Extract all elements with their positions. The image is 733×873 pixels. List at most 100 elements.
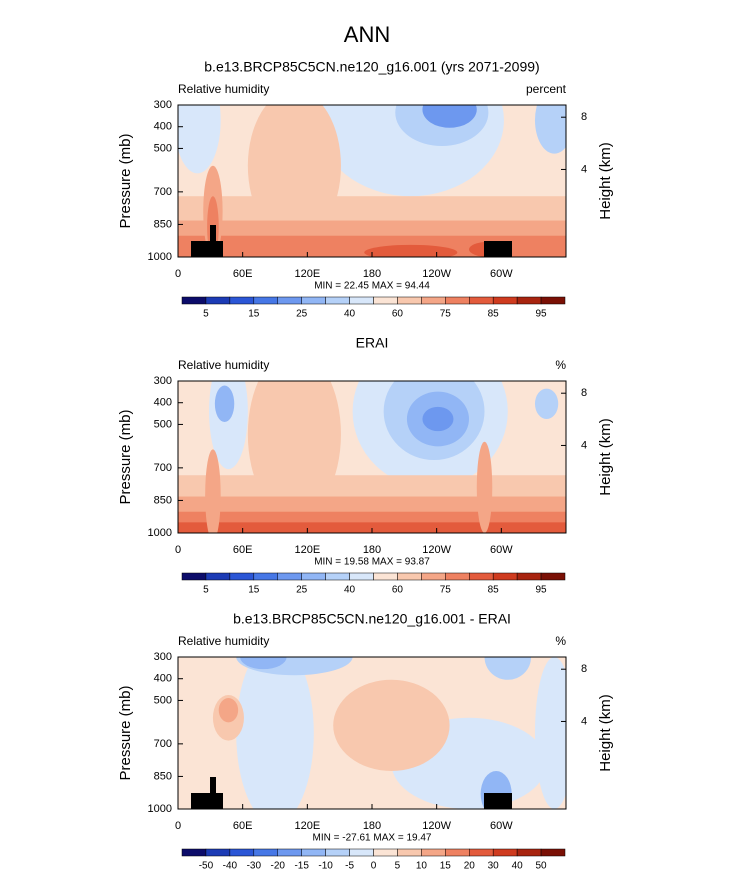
x-tick-label: 120E xyxy=(294,544,320,556)
colorbar-box xyxy=(373,572,398,581)
colorbar-box xyxy=(540,848,566,857)
contour-field xyxy=(178,105,566,257)
contour-fill xyxy=(178,522,566,533)
y-tick-label: 1000 xyxy=(148,251,172,263)
colorbar-label: 50 xyxy=(536,861,548,872)
colorbar-box xyxy=(492,848,518,857)
y2-axis-label: Height (km) xyxy=(597,418,614,496)
contour-fill xyxy=(214,385,235,423)
contour-field xyxy=(178,657,566,809)
contour-fill xyxy=(178,235,566,257)
y-tick-label: 1000 xyxy=(148,803,172,815)
contour-fill xyxy=(476,441,493,533)
y2-tick-label: 8 xyxy=(581,663,587,675)
contour-fill xyxy=(422,105,477,128)
right-label: % xyxy=(555,634,566,648)
colorbar-label: 75 xyxy=(440,309,452,320)
x-tick-label: 180 xyxy=(363,820,381,832)
colorbar-label: 30 xyxy=(488,861,500,872)
y2-tick-label: 4 xyxy=(581,439,587,451)
colorbar-box xyxy=(492,572,518,581)
y-tick-label: 300 xyxy=(154,375,172,387)
right-label: percent xyxy=(526,82,567,96)
colorbar-label: -30 xyxy=(247,861,262,872)
colorbar-box xyxy=(277,572,302,581)
y2-tick-label: 8 xyxy=(581,387,587,399)
colorbar-box xyxy=(421,296,446,305)
colorbar-box xyxy=(445,848,470,857)
stats: MIN = 19.58 MAX = 93.87 xyxy=(314,557,430,568)
contour-fill xyxy=(236,657,314,809)
colorbar-label: 5 xyxy=(395,861,401,872)
topography xyxy=(484,241,512,257)
colorbar-box xyxy=(469,848,494,857)
colorbar-label: 85 xyxy=(488,585,500,596)
x-tick-label: 120W xyxy=(422,268,451,280)
colorbar-box xyxy=(229,296,255,305)
y-tick-label: 850 xyxy=(154,770,172,782)
x-tick-label: 120E xyxy=(294,820,320,832)
y-tick-label: 400 xyxy=(154,673,172,685)
colorbar-box xyxy=(421,572,446,581)
y2-tick-label: 4 xyxy=(581,715,587,727)
topography xyxy=(484,793,512,809)
x-tick-label: 60E xyxy=(233,544,253,556)
colorbar-box xyxy=(301,572,326,581)
contour-fill xyxy=(240,657,287,670)
colorbar-label: 95 xyxy=(536,585,548,596)
colorbar-label: 60 xyxy=(392,585,404,596)
y-tick-label: 1000 xyxy=(148,527,172,539)
colorbar-label: 40 xyxy=(344,309,356,320)
colorbar-box xyxy=(325,848,350,857)
left-label: Relative humidity xyxy=(178,82,269,96)
contour-fill xyxy=(422,406,454,432)
y-tick-label: 850 xyxy=(154,218,172,230)
colorbar-label: 60 xyxy=(392,309,404,320)
y2-tick-label: 8 xyxy=(581,111,587,123)
contour-fill xyxy=(534,388,559,419)
contour-field xyxy=(178,381,566,533)
y2-axis-label: Height (km) xyxy=(597,694,614,772)
colorbar-label: 5 xyxy=(203,585,209,596)
left-label: Relative humidity xyxy=(178,634,269,648)
colorbar-box xyxy=(181,848,207,857)
colorbar-box xyxy=(397,848,422,857)
x-tick-label: 120W xyxy=(422,820,451,832)
colorbar-box xyxy=(277,296,302,305)
y-tick-label: 700 xyxy=(154,738,172,750)
colorbar-box xyxy=(301,296,326,305)
colorbar-box xyxy=(253,572,278,581)
y-axis-label: Pressure (mb) xyxy=(117,133,134,228)
colorbar-box xyxy=(349,572,374,581)
colorbar-box xyxy=(205,296,231,305)
colorbar-label: -50 xyxy=(199,861,214,872)
colorbar-box xyxy=(325,572,350,581)
x-tick-label: 0 xyxy=(175,544,181,556)
colorbar-box xyxy=(253,848,278,857)
colorbar-label: 0 xyxy=(371,861,377,872)
contour-fill xyxy=(364,244,458,257)
colorbar-box xyxy=(229,572,255,581)
contour-fill xyxy=(534,657,566,809)
stats: MIN = 22.45 MAX = 94.44 xyxy=(314,281,430,292)
y-tick-label: 700 xyxy=(154,462,172,474)
stats: MIN = -27.61 MAX = 19.47 xyxy=(313,833,432,844)
topography xyxy=(191,241,223,257)
colorbar-box xyxy=(397,296,422,305)
colorbar-box xyxy=(205,848,231,857)
x-tick-label: 0 xyxy=(175,820,181,832)
colorbar-label: -5 xyxy=(345,861,354,872)
x-tick-label: 60E xyxy=(233,820,253,832)
y-tick-label: 850 xyxy=(154,494,172,506)
colorbar-box xyxy=(540,572,566,581)
contour-fill xyxy=(178,105,221,174)
x-tick-label: 120W xyxy=(422,544,451,556)
y-tick-label: 400 xyxy=(154,397,172,409)
colorbar-label: 20 xyxy=(464,861,476,872)
colorbar-box xyxy=(516,296,542,305)
colorbar-box xyxy=(445,296,470,305)
colorbar-label: 15 xyxy=(440,861,452,872)
y-tick-label: 500 xyxy=(154,142,172,154)
right-label: % xyxy=(555,358,566,372)
x-tick-label: 180 xyxy=(363,268,381,280)
